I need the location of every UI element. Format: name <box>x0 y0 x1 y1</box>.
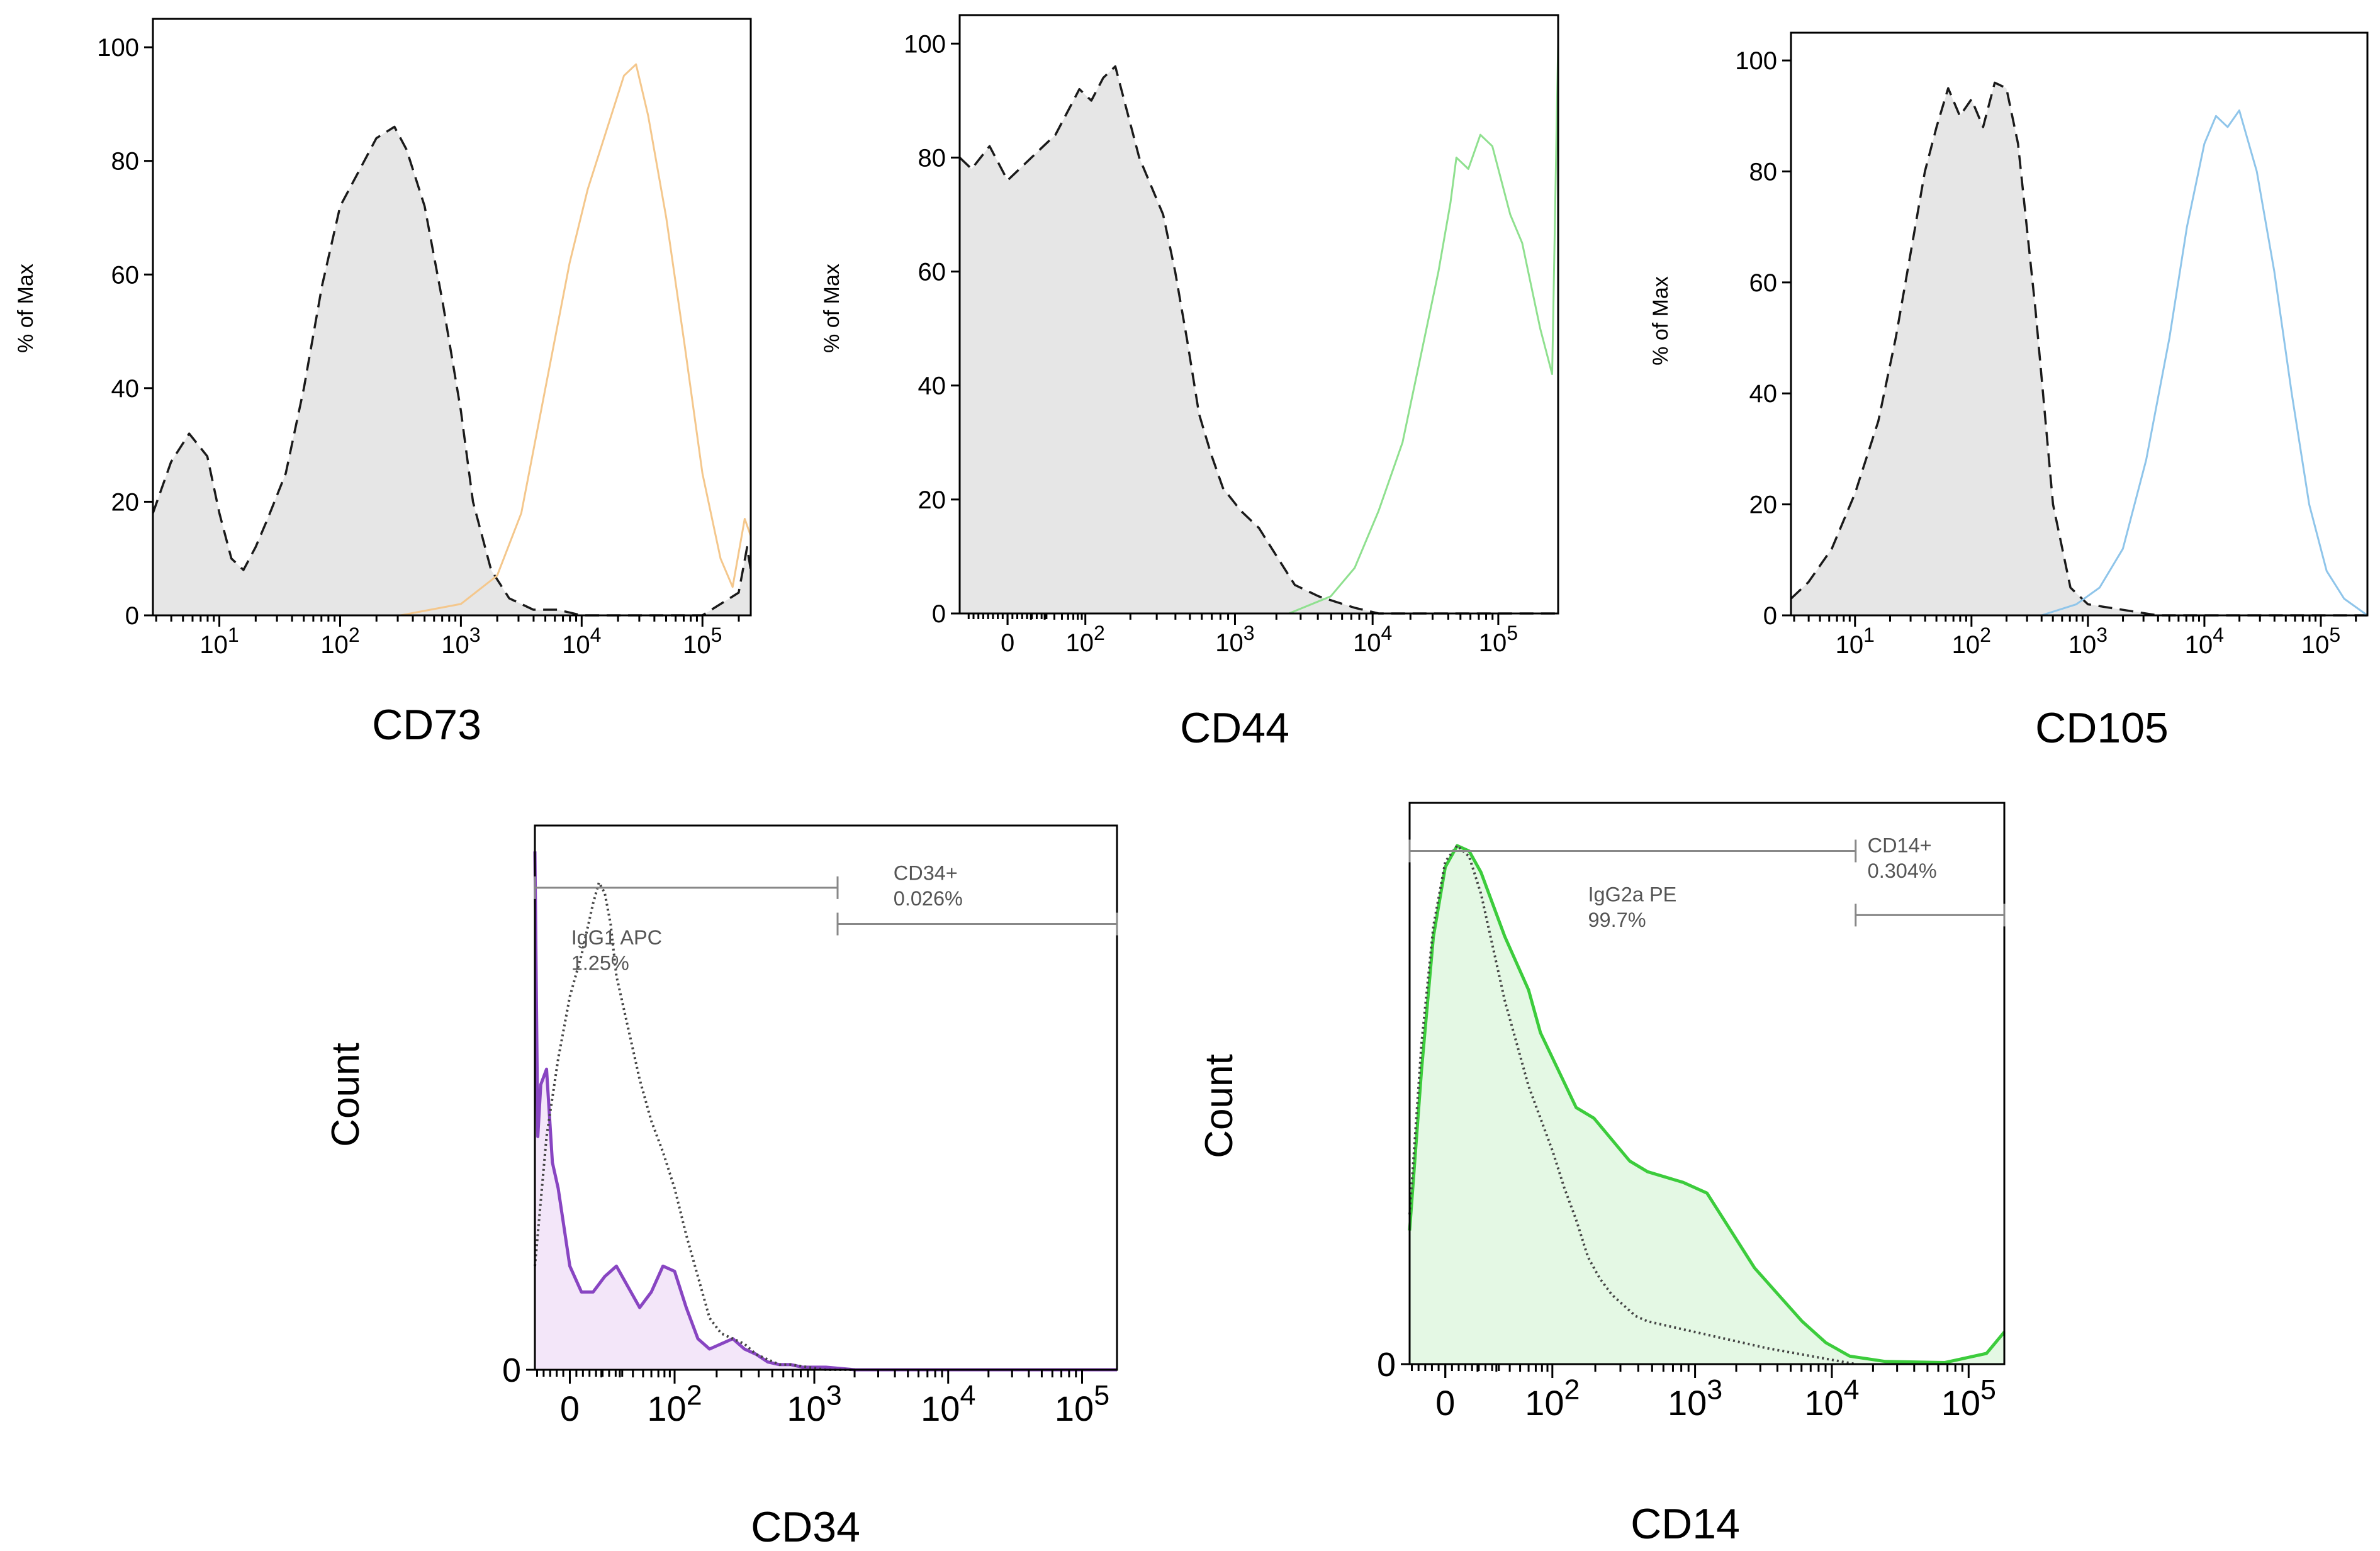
x-tick-label: 105 <box>1941 1374 1996 1423</box>
y-tick-label: 80 <box>1749 158 1778 186</box>
panel-cd44: % of Max CD44 0 20 40 60 80 100 0 102 103 104 105 <box>820 14 1559 752</box>
y-axis-label: % of Max <box>14 264 38 353</box>
y-tick-label: 60 <box>1749 269 1778 297</box>
plot-border <box>534 824 1118 1371</box>
y-tick-label: 60 <box>111 261 140 289</box>
gate-percent: 0.304% <box>1868 859 1937 882</box>
x-tick-label: 102 <box>647 1380 702 1428</box>
x-tick-label: 105 <box>1479 622 1518 657</box>
y-tick-label: 20 <box>1749 491 1778 519</box>
series-line-1 <box>958 65 1558 615</box>
y-axis-label: % of Max <box>1649 276 1673 366</box>
x-tick-label: 102 <box>1525 1374 1580 1423</box>
x-tick-label: 104 <box>1353 622 1392 657</box>
y-tick-label: 0 <box>502 1352 521 1389</box>
x-tick-label: 105 <box>683 624 722 659</box>
plot-border <box>1408 802 2006 1365</box>
series-line-1 <box>152 125 752 617</box>
gate-percent: 99.7% <box>1588 909 1646 931</box>
y-tick-label: 100 <box>1735 47 1777 75</box>
panel-cd14: Count CD14 0 0 102 103 104 105 IgG2a PE 99.7% CD… <box>1198 802 2006 1548</box>
x-axis-label: CD73 <box>372 701 481 749</box>
x-tick-label: 0 <box>1001 629 1014 657</box>
gate-percent: 1.25% <box>571 951 629 974</box>
x-tick-label: 103 <box>441 624 480 659</box>
gate-label: IgG1 APC <box>571 926 662 949</box>
x-tick-label: 104 <box>2185 624 2224 659</box>
y-tick-label: 100 <box>904 30 946 58</box>
y-tick-label: 20 <box>918 486 946 514</box>
x-tick-label: 0 <box>560 1389 580 1428</box>
panel-cd73: % of Max CD73 0 20 40 60 80 100 101 102 103 104 10… <box>14 18 752 749</box>
series-area-1 <box>1410 846 2004 1364</box>
x-tick-label: 102 <box>1066 622 1105 657</box>
x-axis-label: CD105 <box>2035 704 2169 752</box>
y-axis-label: Count <box>324 1043 368 1146</box>
y-tick-label: 0 <box>932 600 946 628</box>
x-tick-label: 104 <box>562 624 601 659</box>
x-tick-label: 103 <box>1215 622 1254 657</box>
series-area-1 <box>960 66 1558 613</box>
x-tick-label: 102 <box>320 624 359 659</box>
gate-label: CD34+ <box>894 862 958 885</box>
x-tick-label: 103 <box>787 1380 841 1428</box>
y-tick-label: 60 <box>918 259 946 286</box>
series-line-2 <box>400 63 752 617</box>
y-tick-label: 0 <box>1377 1346 1396 1384</box>
series-line-2 <box>1408 844 1856 1365</box>
y-tick-label: 100 <box>97 34 139 62</box>
series-area-1 <box>153 126 751 615</box>
x-axis-label: CD34 <box>751 1503 860 1551</box>
y-axis-label: % of Max <box>820 264 844 353</box>
y-tick-label: 40 <box>918 372 946 400</box>
x-axis-label: CD14 <box>1631 1500 1740 1548</box>
y-tick-label: 40 <box>111 375 140 403</box>
x-tick-label: 103 <box>1668 1374 1722 1423</box>
x-tick-label: 105 <box>1055 1380 1109 1428</box>
series-line-2 <box>1288 43 1559 615</box>
panel-cd105: % of Max CD105 0 20 40 60 80 100 101 102 103 104 1… <box>1649 31 2369 752</box>
x-tick-label: 103 <box>2068 624 2108 659</box>
y-axis-label: Count <box>1198 1054 1241 1158</box>
gate-label: CD14+ <box>1868 834 1932 856</box>
x-tick-label: 102 <box>1952 624 1991 659</box>
x-axis-label: CD44 <box>1180 704 1289 752</box>
series-line-2 <box>2041 109 2368 617</box>
y-tick-label: 20 <box>111 488 140 516</box>
plot-border <box>152 18 752 617</box>
series-area-1 <box>1791 82 2367 615</box>
x-tick-label: 104 <box>1804 1374 1859 1423</box>
x-tick-label: 105 <box>2301 624 2340 659</box>
x-tick-label: 101 <box>1836 624 1875 659</box>
y-tick-label: 0 <box>125 602 139 630</box>
series-line-1 <box>1790 81 2367 617</box>
x-tick-label: 104 <box>921 1380 975 1428</box>
plot-border <box>1790 31 2369 617</box>
gate-percent: 0.026% <box>894 887 963 910</box>
y-tick-label: 80 <box>111 148 140 176</box>
plot-frame <box>534 824 1118 1371</box>
series-area-1 <box>535 851 1117 1370</box>
x-tick-label: 0 <box>1435 1383 1455 1423</box>
x-tick-label: 101 <box>199 624 239 659</box>
y-tick-label: 0 <box>1763 602 1777 630</box>
gate-label: IgG2a PE <box>1588 883 1677 905</box>
plot-border <box>958 14 1559 615</box>
y-tick-label: 40 <box>1749 380 1778 408</box>
y-tick-label: 80 <box>918 144 946 172</box>
